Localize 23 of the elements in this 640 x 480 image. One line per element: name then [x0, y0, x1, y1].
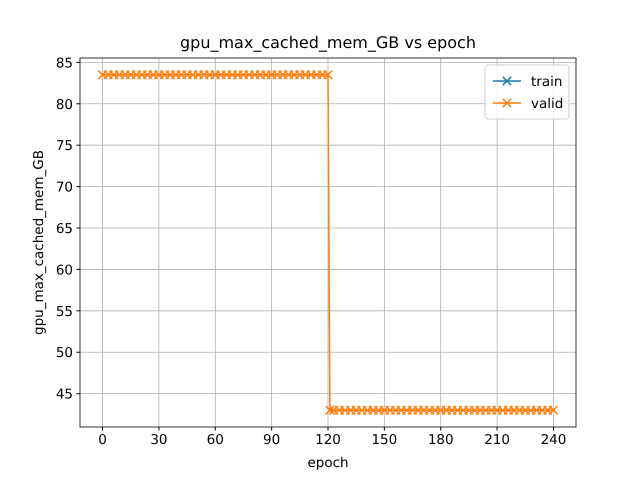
x-tick-label: 0	[98, 432, 107, 448]
y-axis-title: gpu_max_cached_mem_GB	[31, 150, 47, 335]
x-tick-label: 150	[371, 432, 398, 448]
x-axis-title: epoch	[307, 455, 349, 471]
chart-title: gpu_max_cached_mem_GB vs epoch	[180, 33, 476, 52]
y-tick-label: 50	[56, 345, 73, 362]
y-tick-label: 85	[56, 55, 73, 72]
y-tick-label: 70	[56, 180, 73, 196]
x-tick-label: 240	[540, 432, 566, 448]
legend-label: valid	[531, 96, 564, 112]
y-tick-label: 65	[56, 221, 73, 238]
x-tick-label: 180	[428, 432, 454, 448]
y-tick-label: 55	[56, 304, 73, 320]
y-tick-label: 45	[56, 386, 73, 403]
x-tick-label: 60	[206, 432, 224, 448]
y-tick-label: 60	[56, 262, 73, 278]
y-tick-label: 75	[56, 138, 73, 154]
x-tick-label: 90	[263, 432, 280, 448]
x-tick-label: 120	[315, 432, 341, 448]
x-tick-label: 210	[484, 432, 510, 448]
x-tick-label: 30	[150, 432, 168, 448]
legend-label: train	[531, 74, 562, 90]
y-tick-label: 80	[56, 96, 73, 113]
